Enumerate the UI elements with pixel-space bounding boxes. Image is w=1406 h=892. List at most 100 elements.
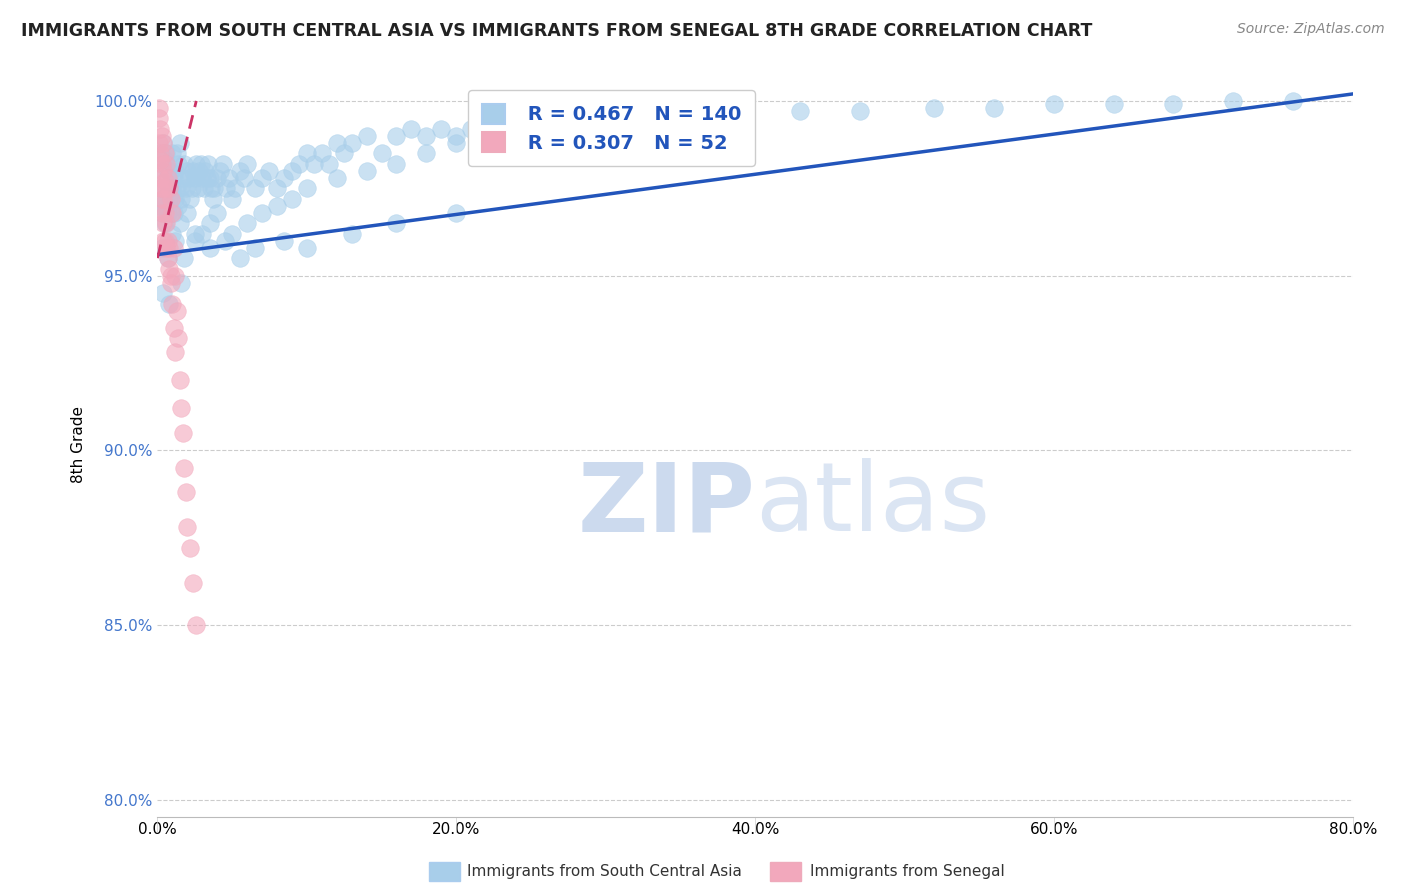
Point [153,146,176,161]
Point [157,192,180,206]
Point [160,192,183,206]
Point [205,205,228,219]
Point [728,108,751,122]
Point [173,251,195,265]
Point [415,128,437,143]
Point [186,618,208,632]
Point [165,234,187,248]
Point [156,170,179,185]
Point [186,157,208,171]
Point [152,216,174,230]
Point [165,345,187,359]
Text: Immigrants from Senegal: Immigrants from Senegal [810,864,1005,879]
Point [156,251,179,265]
Point [340,227,363,241]
Point [197,157,219,171]
Point [169,136,191,150]
Point [157,261,180,276]
Point [187,181,209,195]
Point [475,112,498,126]
Point [170,276,193,290]
Point [160,163,183,178]
Point [1222,94,1244,108]
Point [489,121,512,136]
Point [166,181,188,195]
Point [149,181,172,195]
Point [170,192,193,206]
Point [156,163,179,178]
Point [198,170,221,185]
Point [153,174,176,188]
Point [228,251,250,265]
Point [165,192,187,206]
Point [200,181,222,195]
Point [311,146,333,161]
Point [669,112,692,126]
Text: atlas: atlas [755,458,990,551]
Point [162,227,184,241]
Point [152,192,174,206]
Point [150,205,173,219]
Point [430,121,453,136]
Point [401,121,423,136]
Point [153,216,176,230]
Point [201,192,224,206]
Point [205,170,228,185]
Text: Immigrants from South Central Asia: Immigrants from South Central Asia [467,864,742,879]
Point [169,373,191,387]
Point [224,181,246,195]
Point [150,192,173,206]
Point [162,296,184,310]
Point [193,181,215,195]
Point [209,163,232,178]
Point [288,157,311,171]
Point [228,163,250,178]
Point [1043,97,1066,112]
Point [152,136,174,150]
Point [385,157,408,171]
Point [152,192,174,206]
Point [177,170,200,185]
Point [579,104,602,119]
Point [174,181,197,195]
Point [156,234,179,248]
Point [162,146,184,161]
Point [273,234,295,248]
Point [446,136,468,150]
Point [184,170,207,185]
Point [318,157,340,171]
Point [924,101,946,115]
Point [325,136,347,150]
Point [169,216,191,230]
Point [176,205,198,219]
Point [176,163,198,178]
Point [156,205,179,219]
Point [198,241,221,255]
Point [266,181,288,195]
Point [243,181,266,195]
Point [152,234,174,248]
Point [167,157,190,171]
Point [250,170,273,185]
Point [460,121,482,136]
Point [150,163,173,178]
Point [150,241,173,255]
Point [1163,97,1185,112]
Point [221,192,243,206]
Point [789,104,811,119]
Point [295,181,318,195]
Point [236,157,259,171]
Point [149,146,172,161]
Point [250,205,273,219]
Point [202,181,225,195]
Point [218,170,240,185]
Point [165,163,187,178]
Point [155,181,177,195]
Point [281,192,304,206]
Point [550,112,572,126]
Point [221,227,243,241]
Point [148,101,170,115]
Point [236,216,259,230]
Point [157,296,180,310]
Point [191,227,214,241]
